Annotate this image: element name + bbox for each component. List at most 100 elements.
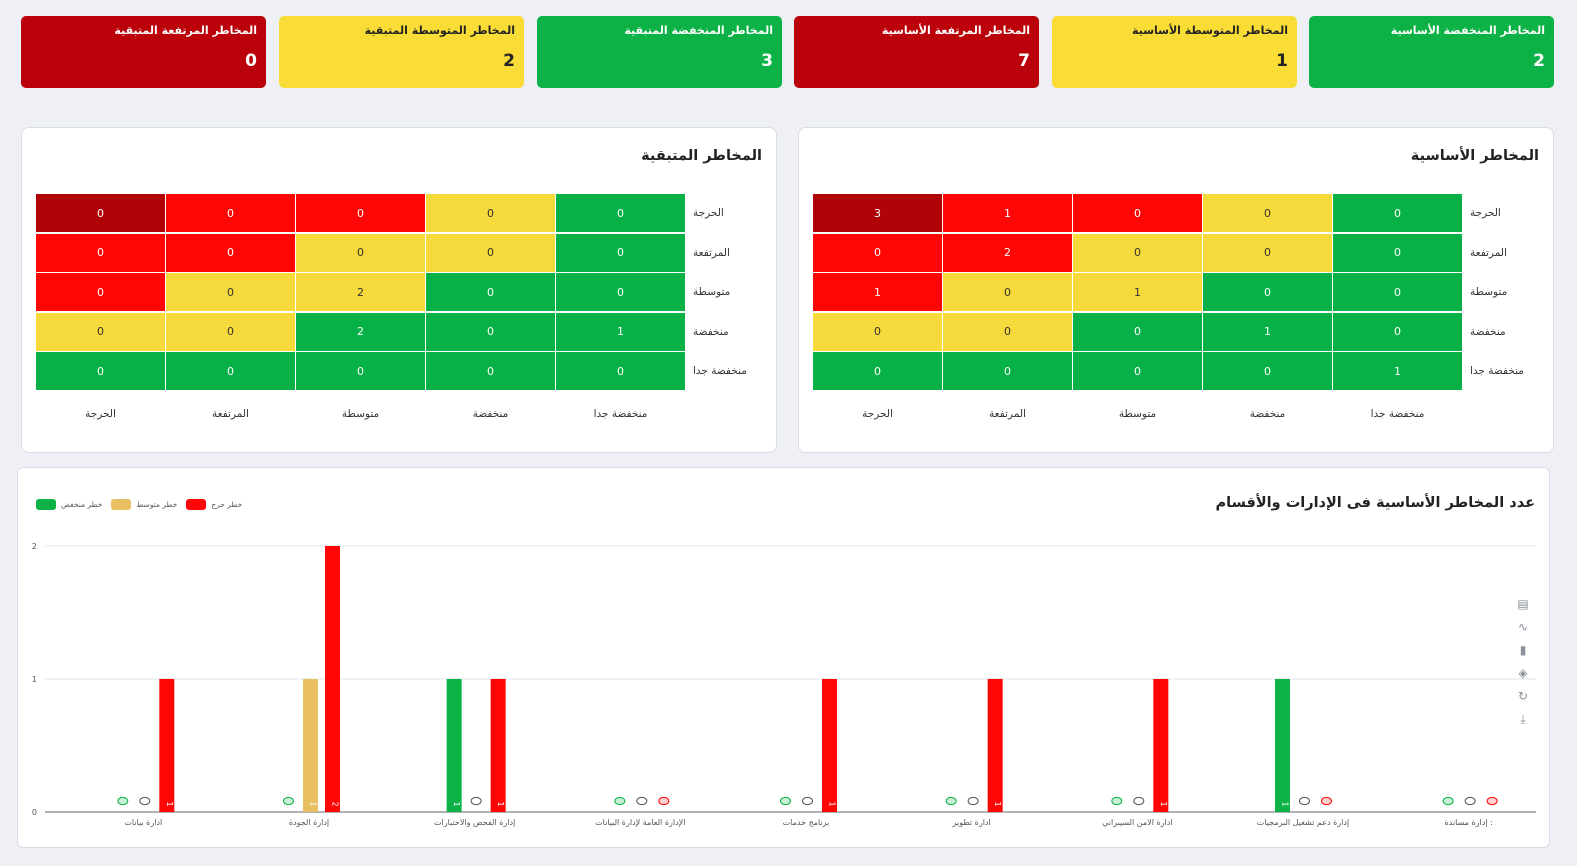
bar[interactable]	[987, 679, 1003, 812]
matrix-cell[interactable]: 0	[1203, 352, 1332, 391]
bar-value-label: 1	[993, 801, 1002, 806]
matrix-cell[interactable]: 0	[1203, 194, 1332, 232]
matrix-cell[interactable]: 0	[1073, 194, 1202, 232]
zero-value-marker	[1133, 796, 1145, 806]
matrix-cell[interactable]: 0	[36, 194, 165, 232]
matrix-cell[interactable]: 0	[426, 352, 555, 391]
matrix-cell[interactable]: 0	[296, 233, 425, 272]
matrix-cell[interactable]: 0	[166, 194, 295, 232]
matrix-cell[interactable]: 0	[36, 273, 165, 312]
matrix-col-label: منخفضة	[472, 408, 509, 420]
restore-icon[interactable]: ↻	[1517, 689, 1529, 703]
matrix-col-label: منخفضة جدا	[593, 408, 648, 420]
basic-risk-card: المخاطر الأساسية 3 1 0 0 0 الحرجة 0 2 0 0 0 المرتفع…	[798, 127, 1554, 453]
bar[interactable]	[324, 546, 340, 812]
matrix-cell[interactable]: 0	[556, 273, 685, 312]
matrix-cell[interactable]: 0	[943, 312, 1072, 351]
bar-value-label: 1	[496, 801, 505, 806]
matrix-cell[interactable]: 0	[1073, 352, 1202, 391]
matrix-cell[interactable]: 0	[1073, 233, 1202, 272]
matrix-cell[interactable]: 0	[1333, 273, 1462, 312]
bar-value-label: 1	[452, 801, 461, 806]
legend-item-low[interactable]: خطر منخفض	[36, 499, 102, 510]
matrix-cell[interactable]: 0	[1203, 273, 1332, 312]
matrix-cell[interactable]: 1	[943, 194, 1072, 232]
x-tick-label: الإدارة العامة لإدارة البيانات	[595, 818, 685, 828]
matrix-cell[interactable]: 0	[36, 233, 165, 272]
matrix-cell[interactable]: 2	[943, 233, 1072, 272]
matrix-cell[interactable]: 3	[813, 194, 942, 232]
kpi-card: المخاطر المرتفعة الأساسية 7	[794, 16, 1039, 88]
matrix-cell[interactable]: 1	[813, 273, 942, 312]
matrix-cell[interactable]: 0	[556, 352, 685, 391]
department-risk-chart-card: عدد المخاطر الأساسية فى الإدارات والأقسا…	[17, 467, 1550, 848]
matrix-cell[interactable]: 2	[296, 312, 425, 351]
line-chart-icon[interactable]: ∿	[1517, 620, 1529, 634]
kpi-label: المخاطر المرتفعة المتبقية	[114, 24, 257, 37]
bar-chart: 0 1 2 1 ادارة بيانات 1 2 إدارة الجودة 1 1 إدارة ال…	[32, 542, 1536, 828]
matrix-cell[interactable]: 0	[1073, 312, 1202, 351]
bar[interactable]	[446, 679, 462, 812]
bar-value-label: 1	[308, 801, 317, 806]
zero-value-marker	[139, 796, 151, 806]
bar[interactable]	[1153, 679, 1169, 812]
matrix-cell[interactable]: 0	[166, 312, 295, 351]
bar-value-label: 2	[330, 801, 339, 806]
bar-chart-icon[interactable]: ▮	[1519, 643, 1527, 657]
matrix-cell[interactable]: 0	[166, 273, 295, 312]
stack-icon[interactable]: ◈	[1518, 666, 1528, 680]
bar[interactable]	[821, 679, 837, 812]
matrix-cell[interactable]: 0	[426, 233, 555, 272]
matrix-cell[interactable]: 0	[1333, 312, 1462, 351]
bar[interactable]	[1274, 679, 1290, 812]
matrix-cell[interactable]: 1	[556, 312, 685, 351]
matrix-cell[interactable]: 2	[296, 273, 425, 312]
kpi-label: المخاطر المنخفضة الأساسية	[1390, 24, 1545, 37]
legend-item-medium[interactable]: خطر متوسط	[111, 499, 177, 510]
matrix-cell[interactable]: 0	[813, 312, 942, 351]
matrix-cell[interactable]: 0	[426, 312, 555, 351]
matrix-cell[interactable]: 0	[943, 352, 1072, 391]
zero-value-marker	[1298, 796, 1310, 806]
matrix-cell[interactable]: 0	[556, 233, 685, 272]
matrix-cell[interactable]: 1	[1203, 312, 1332, 351]
x-tick-label: برنامج خدمات	[783, 818, 830, 827]
matrix-cell[interactable]: 0	[1333, 233, 1462, 272]
matrix-col-label: المرتفعة	[989, 408, 1026, 420]
zero-value-marker	[636, 796, 648, 806]
zero-value-marker	[967, 796, 979, 806]
kpi-card: المخاطر المرتفعة المتبقية 0	[21, 16, 266, 88]
x-tick-label: ادارة بيانات	[124, 818, 162, 827]
bar[interactable]	[302, 679, 318, 812]
zero-value-marker	[1111, 796, 1123, 806]
bar[interactable]	[159, 679, 175, 812]
download-icon[interactable]: ⤓	[1520, 712, 1526, 726]
zero-value-marker	[1320, 796, 1332, 806]
matrix-col-label: متوسطة	[341, 408, 380, 420]
data-view-icon[interactable]: ▤	[1517, 597, 1529, 611]
legend-item-critical[interactable]: خطر حرج	[186, 499, 242, 510]
matrix-cell[interactable]: 0	[813, 352, 942, 391]
bar[interactable]	[490, 679, 506, 812]
x-tick-label: ادارة الامن السيبراني	[1102, 818, 1172, 827]
matrix-cell[interactable]: 1	[1333, 352, 1462, 391]
matrix-cell[interactable]: 0	[943, 273, 1072, 312]
matrix-row-label: الحرجة	[1470, 207, 1501, 219]
matrix-cell[interactable]: 0	[426, 194, 555, 232]
matrix-cell[interactable]: 0	[556, 194, 685, 232]
matrix-cell[interactable]: 0	[36, 312, 165, 351]
matrix-cell[interactable]: 0	[1333, 194, 1462, 232]
bar-value-label: 1	[165, 801, 174, 806]
matrix-cell[interactable]: 0	[813, 233, 942, 272]
matrix-cell[interactable]: 0	[166, 352, 295, 391]
matrix-cell[interactable]: 0	[36, 352, 165, 391]
matrix-cell[interactable]: 0	[426, 273, 555, 312]
matrix-cell[interactable]: 0	[1203, 233, 1332, 272]
matrix-cell[interactable]: 0	[166, 233, 295, 272]
matrix-cell[interactable]: 1	[1073, 273, 1202, 312]
matrix-cell[interactable]: 0	[296, 352, 425, 391]
kpi-card: المخاطر المتوسطة المتبقية 2	[279, 16, 524, 88]
chart-toolbox: ▤ ∿ ▮ ◈ ↻ ⤓	[1515, 596, 1533, 734]
matrix-col-label: الحرجة	[85, 408, 116, 420]
matrix-cell[interactable]: 0	[296, 194, 425, 232]
